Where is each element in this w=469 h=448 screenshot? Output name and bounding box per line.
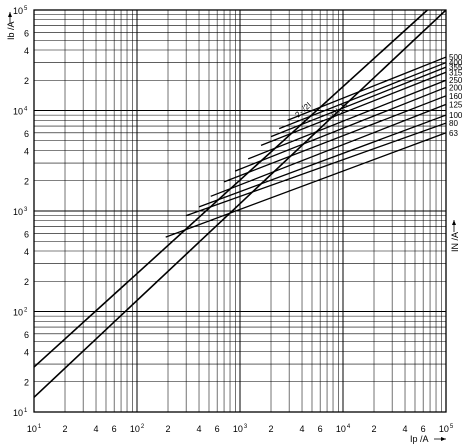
y-tick-label: 6 — [24, 28, 29, 38]
plot-frame — [33, 9, 447, 413]
x-axis-arrowhead — [441, 437, 446, 441]
series-label-315: 315 — [449, 68, 463, 77]
rated-current-title-text: IN /A — [450, 232, 460, 252]
y-tick-label: 104 — [13, 107, 28, 117]
series-line-200 — [235, 86, 446, 172]
x-tick-label: 2 — [268, 424, 273, 434]
series-line-355 — [270, 66, 446, 138]
x-tick-label: 4 — [403, 424, 408, 434]
x-tick-label: 104 — [336, 424, 351, 434]
rated-current-title: IN /A — [450, 232, 460, 252]
y-tick-label: 6 — [24, 229, 29, 239]
x-tick-label: 6 — [318, 424, 323, 434]
y-tick-label: 6 — [24, 330, 29, 340]
x-axis-title: Ip /A — [410, 434, 446, 444]
series-line-125 — [210, 103, 446, 197]
series-line-100 — [198, 114, 446, 208]
series-label-63: 63 — [449, 129, 458, 138]
y-tick-label: 105 — [13, 6, 28, 16]
series-label-160: 160 — [449, 92, 463, 101]
series-line-160 — [223, 95, 446, 183]
grid-lines — [33, 10, 446, 413]
y-tick-label: 4 — [24, 46, 29, 56]
x-tick-label: 4 — [197, 424, 202, 434]
y-tick-label: 2 — [24, 76, 29, 86]
x-tick-label: 4 — [94, 424, 99, 434]
series-line-80 — [185, 122, 446, 217]
x-tick-label: 102 — [130, 424, 145, 434]
y-tick-label: 102 — [13, 308, 28, 318]
x-tick-label: 6 — [112, 424, 117, 434]
series-labels: 2·√2I √2I_K500400355315250200160125100806… — [293, 53, 462, 138]
series-line-250 — [247, 79, 446, 160]
y-tick-label: 2 — [24, 277, 29, 287]
y-axis-title-text: Ib /A — [6, 21, 16, 40]
reference-line-2 — [34, 10, 446, 398]
x-axis-title-text: Ip /A — [410, 434, 429, 444]
series-line-63 — [165, 132, 446, 238]
series-label-80: 80 — [449, 119, 458, 128]
x-tick-label: 4 — [300, 424, 305, 434]
series-line-400 — [278, 61, 446, 130]
x-tick-label: 103 — [233, 424, 248, 434]
x-tick-label: 2 — [62, 424, 67, 434]
x-tick-label: 6 — [215, 424, 220, 434]
y-tick-labels: 101 2 4 6 102 2 4 6 103 2 4 6 104 2 4 6 105 — [13, 6, 29, 418]
y-tick-label: 4 — [24, 247, 29, 257]
series-label-355: 355 — [449, 63, 463, 72]
series-line-500 — [287, 56, 446, 121]
y-tick-label: 4 — [24, 146, 29, 156]
y-axis-arrowhead — [8, 12, 12, 17]
series-label-250: 250 — [449, 76, 463, 85]
x-tick-label: 2 — [165, 424, 170, 434]
series-label-200: 200 — [449, 83, 463, 92]
x-tick-label: 6 — [421, 424, 426, 434]
series-label-400: 400 — [449, 59, 463, 68]
y-axis-title: Ib /A — [6, 21, 16, 40]
series-line-315 — [260, 71, 446, 146]
x-tick-labels: 101 2 4 6 102 2 4 6 103 2 4 6 104 2 4 6 105 — [27, 424, 454, 434]
y-tick-label: 4 — [24, 347, 29, 357]
rated-current-arrowhead — [452, 220, 456, 225]
y-tick-label: 101 — [13, 408, 28, 418]
y-tick-label: 6 — [24, 129, 29, 139]
y-tick-label: 103 — [13, 207, 28, 217]
x-tick-label: 101 — [27, 424, 42, 434]
x-tick-label: 2 — [371, 424, 376, 434]
series-label-100: 100 — [449, 111, 463, 120]
series-label-500: 500 — [449, 53, 463, 62]
series-label-125: 125 — [449, 100, 463, 109]
y-tick-label: 2 — [24, 378, 29, 388]
y-tick-label: 2 — [24, 177, 29, 187]
series-lines — [165, 56, 446, 238]
x-tick-label: 105 — [439, 424, 454, 434]
